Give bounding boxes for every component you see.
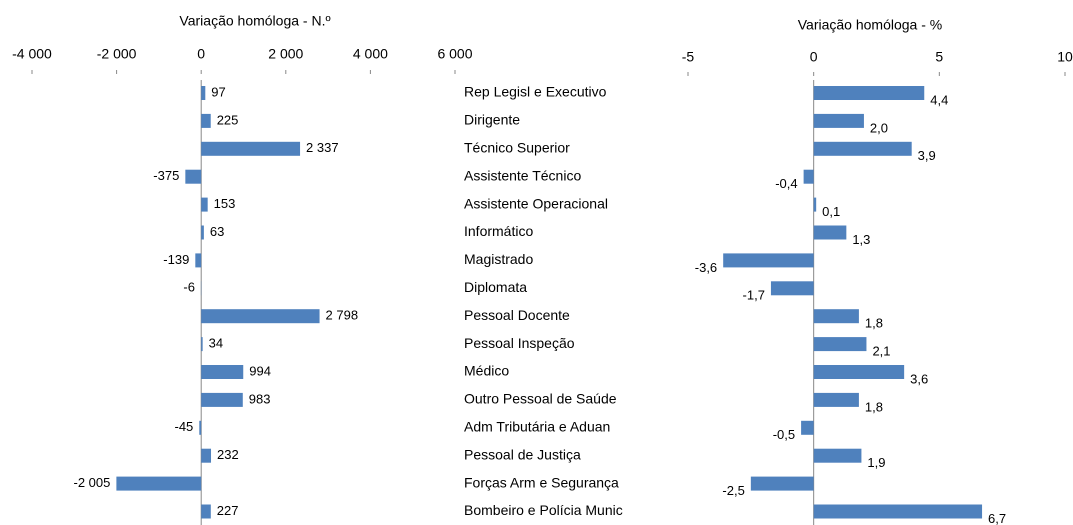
- bar: [199, 420, 202, 435]
- value-label: 2 337: [306, 140, 339, 155]
- x-tick-label: 0: [197, 46, 205, 62]
- value-label: -375: [153, 168, 179, 183]
- bar: [813, 309, 859, 324]
- value-label: -1,7: [743, 288, 765, 303]
- bar: [201, 392, 243, 407]
- x-tick-label: -5: [682, 49, 695, 65]
- category-label: Forças Arm e Segurança: [464, 474, 619, 490]
- value-label: 3,9: [918, 148, 936, 163]
- bar: [801, 420, 814, 435]
- x-tick-label: 6 000: [437, 46, 472, 62]
- category-label: Dirigente: [464, 112, 520, 128]
- x-tick-label: 2 000: [268, 46, 303, 62]
- bar: [813, 365, 905, 379]
- value-label: -45: [174, 419, 193, 434]
- category-label: Magistrado: [464, 251, 533, 267]
- value-label: -3,6: [695, 260, 717, 275]
- bar: [201, 197, 208, 212]
- value-label: 97: [211, 84, 225, 99]
- category-label: Pessoal de Justiça: [464, 446, 581, 462]
- bar: [813, 86, 925, 100]
- bar: [803, 169, 814, 184]
- bar: [813, 225, 847, 240]
- value-label: 4,4: [930, 92, 948, 107]
- category-label: Outro Pessoal de Saúde: [464, 391, 617, 407]
- value-label: 1,9: [867, 455, 885, 470]
- category-label: Adm Tributária e Aduan: [464, 419, 610, 435]
- bar: [813, 113, 864, 128]
- value-label: 2,0: [870, 120, 888, 135]
- bar: [813, 504, 983, 519]
- value-label: -139: [163, 252, 189, 267]
- x-tick-label: 0: [810, 49, 818, 65]
- bar: [750, 476, 814, 491]
- bar: [813, 141, 912, 156]
- value-label: -0,4: [775, 176, 797, 191]
- x-tick-label: 10: [1057, 49, 1073, 65]
- x-tick-label: -2 000: [97, 46, 137, 62]
- value-label: 2 798: [326, 308, 359, 323]
- value-label: 0,1: [822, 204, 840, 219]
- value-label: 63: [210, 224, 224, 239]
- value-label: 1,8: [865, 316, 883, 331]
- bar: [201, 448, 212, 463]
- category-label: Médico: [464, 363, 509, 379]
- category-label: Pessoal Inspeção: [464, 335, 575, 351]
- category-label: Diplomata: [464, 279, 527, 295]
- value-label: -2 005: [74, 475, 111, 490]
- value-label: 227: [217, 503, 239, 518]
- category-label: Técnico Superior: [464, 140, 570, 156]
- bar: [116, 476, 202, 491]
- bar: [813, 392, 859, 407]
- chart-title: Variação homóloga - %: [798, 17, 942, 33]
- value-label: 225: [217, 112, 239, 127]
- value-label: -6: [183, 280, 195, 295]
- value-label: 994: [249, 363, 271, 378]
- bar: [185, 169, 202, 184]
- category-label: Pessoal Docente: [464, 307, 570, 323]
- bar: [813, 197, 817, 212]
- bar: [201, 113, 211, 128]
- chart-title: Variação homóloga - N.º: [179, 13, 330, 29]
- bar: [201, 86, 206, 100]
- value-label: -2,5: [722, 483, 744, 498]
- category-label: Bombeiro e Polícia Munic: [464, 502, 623, 518]
- value-label: 1,8: [865, 399, 883, 414]
- x-tick-label: 4 000: [353, 46, 388, 62]
- bar: [201, 337, 203, 352]
- value-label: 3,6: [910, 371, 928, 386]
- bar: [723, 253, 814, 268]
- category-label: Informático: [464, 223, 533, 239]
- value-label: 34: [209, 336, 223, 351]
- bar: [201, 365, 244, 379]
- value-label: 232: [217, 447, 239, 462]
- bar: [813, 448, 862, 463]
- bar: [201, 504, 211, 519]
- value-label: 6,7: [988, 511, 1006, 525]
- value-label: 1,3: [852, 232, 870, 247]
- value-label: 983: [249, 391, 271, 406]
- bar: [201, 141, 301, 156]
- category-label: Rep Legisl e Executivo: [464, 84, 607, 100]
- x-tick-label: -4 000: [12, 46, 52, 62]
- bar: [201, 309, 320, 324]
- category-label: Assistente Operacional: [464, 195, 608, 211]
- bar: [201, 225, 204, 240]
- value-label: 2,1: [872, 344, 890, 359]
- x-tick-label: 5: [935, 49, 943, 65]
- category-label: Assistente Técnico: [464, 167, 581, 183]
- value-label: -0,5: [773, 427, 795, 442]
- bar: [813, 337, 867, 352]
- bar: [770, 281, 814, 296]
- bar: [195, 253, 202, 268]
- value-label: 153: [214, 196, 236, 211]
